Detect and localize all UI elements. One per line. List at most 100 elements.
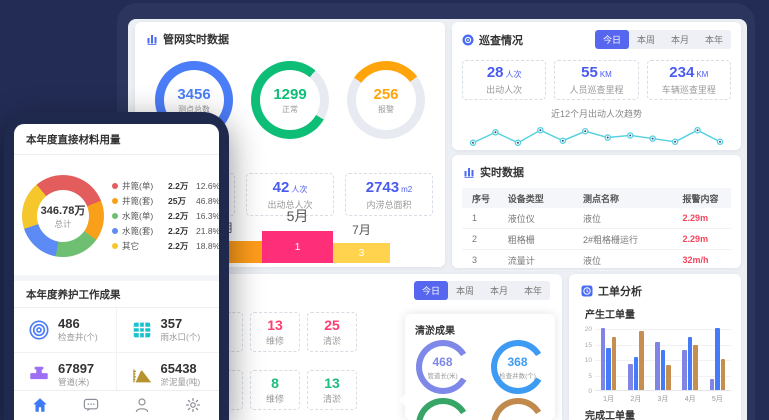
stat-value: 28 (486, 64, 504, 81)
chat-icon[interactable] (82, 396, 100, 414)
table-row: 2 粗格栅 2#粗格栅运行 2.29m (462, 229, 731, 250)
stat-label: 清淤 (322, 336, 341, 346)
legend-item: 井篦(套) 25万 46.8% (112, 195, 219, 207)
bar-chart-icon (147, 34, 157, 45)
table-cell-alarm: 2.29m (682, 234, 709, 244)
stat-value: 234 (669, 64, 695, 81)
rank-month-label: 7月 (352, 223, 371, 237)
gauge-row-secondary (405, 398, 555, 420)
achievement-value: 357 (160, 315, 183, 331)
trend-chart-title: 近12个月出动人次趋势 (550, 109, 642, 119)
bar (633, 357, 639, 390)
table-cell-alarm: 2.29m (682, 213, 709, 223)
tab-today[interactable]: 今日 (594, 30, 629, 49)
bar (709, 379, 715, 390)
x-axis-label: 5月 (711, 396, 723, 403)
bar (600, 328, 606, 390)
material-total-value: 346.78万 (40, 205, 86, 217)
material-donut-chart: 346.78万 总计 (22, 175, 104, 257)
bar (660, 349, 666, 390)
bar (611, 337, 617, 390)
tab-today[interactable]: 今日 (413, 281, 448, 300)
bar-group (655, 341, 671, 390)
y-axis-tick: 10 (584, 357, 592, 364)
achievement-text: 357 雨水口(个) (160, 315, 201, 344)
table-cell: 2#粗格栅运行 (583, 234, 639, 245)
x-axis-label: 4月 (684, 396, 696, 403)
x-axis-label: 2月 (630, 396, 642, 403)
table-cell: 粗格栅 (507, 234, 535, 245)
kpi-value: 1299 (273, 85, 307, 103)
table-row: 1 液位仪 液位 2.29m (462, 208, 731, 229)
bar-chart-icon (464, 167, 474, 178)
bar (655, 341, 660, 390)
achievement-label: 管道(米) (58, 377, 90, 388)
stat-top: 234 KM (669, 64, 708, 81)
stat-box: 28 人次 出动人次 (462, 60, 547, 100)
legend-item: 井篦(单) 2.2万 12.6% (112, 180, 219, 192)
phone-screen: 本年度直接材料用量 346.78万 总计 井篦(单) 2.2万 12.6% 井篦(套)… (14, 124, 219, 420)
legend-dot (112, 198, 118, 204)
legend-name: 井篦(单) (122, 181, 154, 191)
legend-pct: 46.8% (196, 196, 219, 206)
y-axis-tick: 0 (588, 388, 592, 395)
tab-month[interactable]: 本月 (489, 286, 508, 296)
y-axis-tick: 15 (584, 341, 592, 349)
stat-label: 清淤 (322, 394, 341, 404)
stat-label: 维修 (265, 394, 284, 404)
legend-value: 2.2万 (168, 226, 189, 236)
achievement-section-title: 本年度养护工作成果 (14, 281, 219, 308)
stat-label: 车辆巡查里程 (661, 85, 716, 95)
kpi-donut: 1299 正常 (251, 61, 329, 139)
legend-item: 水篦(单) 2.2万 16.3% (112, 210, 219, 222)
user-icon[interactable] (133, 396, 151, 414)
kpi-donut-center: 256 报警 (356, 70, 416, 130)
legend-value: 2.2万 (168, 181, 189, 191)
sediment-icon (132, 369, 151, 383)
gauge-row: 468 管道长(米) 368 检查井数(个) (405, 339, 555, 394)
stat-value: 2743 (365, 178, 400, 196)
material-section-title: 本年度直接材料用量 (14, 124, 219, 155)
gridline (595, 344, 731, 346)
stat-top: 28 人次 (487, 64, 522, 81)
table-header-cell: 序号 (472, 193, 491, 204)
tab-month[interactable]: 本月 (670, 35, 689, 45)
tab-year[interactable]: 本年 (523, 286, 542, 296)
trend-line-chart (469, 126, 724, 147)
achievement-grid: 486 检查井(个) 357 雨水口(个) 67897 管道(米) 65438 淤泥量(吨) (14, 308, 219, 398)
tab-week[interactable]: 本周 (636, 35, 655, 45)
legend-item: 水篦(套) 2.2万 21.8% (112, 225, 219, 237)
home-icon[interactable] (31, 396, 49, 414)
legend-pct: 18.8% (196, 241, 219, 251)
x-axis-label: 3月 (657, 396, 669, 403)
kpi-donut-center: 1299 正常 (260, 70, 320, 130)
table-cell-alarm: 32m/h (682, 255, 709, 265)
result-gauge: 468 管道长(米) (415, 340, 470, 394)
gauge-center (496, 404, 539, 420)
grate-icon (133, 322, 150, 338)
settings-gear-icon[interactable] (184, 396, 202, 414)
tab-year[interactable]: 本年 (704, 35, 723, 45)
stat-value: 13 (267, 317, 283, 333)
table-header-cell: 测点名称 (583, 193, 620, 204)
kpi-donut: 256 报警 (347, 61, 425, 139)
result-gauge-clipped (415, 398, 470, 420)
panel-workorder-analysis: 工单分析 产生工单量 0 5 10 15 20 1月 2月 3月 4月 5月 完成工单量 (569, 274, 741, 420)
panel-title: 管网实时数据 (163, 34, 229, 46)
concentric-circles-icon (29, 320, 49, 340)
table-cell: 3 (472, 255, 478, 265)
gauge-center (421, 404, 464, 420)
bar-group (709, 328, 726, 390)
bar (639, 331, 644, 390)
bar (682, 349, 687, 390)
x-axis-label: 1月 (603, 396, 615, 403)
panel-header: 巡查情况 今日 本周 本月 本年 (452, 22, 741, 51)
stat-value: 55 (581, 64, 598, 81)
kpi-value: 3456 (177, 85, 211, 103)
table-cell: 液位 (583, 213, 602, 224)
pipe-icon (30, 366, 48, 380)
stat-box: 42 人次 出动总人次 (246, 173, 334, 216)
bar-group (628, 331, 644, 390)
tab-week[interactable]: 本周 (455, 286, 474, 296)
section-divider (14, 275, 219, 281)
